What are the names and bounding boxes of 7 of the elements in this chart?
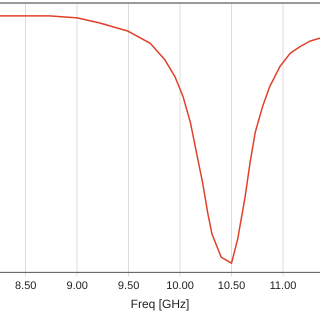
x-tick-label: 10.50 xyxy=(218,280,246,292)
x-axis-title: Freq [GHz] xyxy=(130,297,190,312)
x-tick-label: 8.50 xyxy=(15,280,36,292)
x-tick-label: 10.00 xyxy=(166,280,194,292)
x-tick-label: 9.00 xyxy=(66,280,88,292)
x-tick-label: 11.00 xyxy=(270,280,296,292)
x-tick-label: 9.50 xyxy=(118,280,140,292)
